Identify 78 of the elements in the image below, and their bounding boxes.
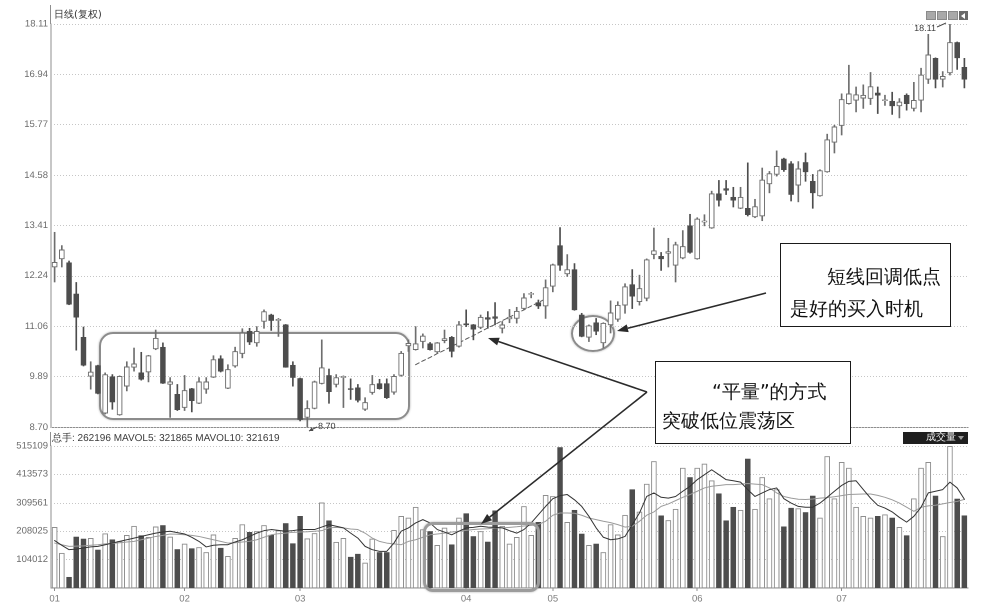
annotation: 短线回调低点是好的买入时机 [780, 243, 951, 327]
bar [174, 549, 180, 588]
y-tick-label: 309561 [16, 497, 48, 508]
y-tick-label: 18.11 [24, 18, 48, 30]
y-tick-label: 413573 [16, 468, 48, 480]
bar [889, 518, 896, 588]
bar [723, 520, 729, 588]
bar [268, 534, 274, 588]
bar [730, 506, 736, 588]
bar [110, 539, 116, 588]
bar [188, 548, 195, 588]
bar [716, 493, 722, 588]
bar [492, 510, 498, 588]
x-tick-label: 02 [179, 593, 190, 604]
y-tick-label: 15.77 [24, 118, 48, 130]
candlestick [702, 214, 708, 226]
y-tick-label: 8.70 [30, 422, 48, 433]
y-tick-label: 13.41 [24, 220, 48, 232]
bar [485, 542, 491, 588]
bar [297, 516, 303, 588]
bar [218, 548, 224, 588]
text: 总手: 262196 MAVOL5: 321865 MAVOL10: 321619 [52, 433, 280, 445]
bar [138, 535, 144, 588]
bar [687, 477, 693, 588]
candlestick [340, 376, 346, 408]
bar [874, 516, 881, 588]
bar [384, 552, 390, 588]
y-tick-label: 16.94 [24, 68, 48, 80]
bar [578, 534, 585, 588]
bar [593, 544, 599, 588]
y-tick-label: 208025 [16, 525, 48, 536]
text: 成交量 [926, 432, 956, 443]
x-tick-label: 03 [294, 593, 306, 604]
bar [470, 536, 476, 588]
bar [95, 550, 101, 588]
chart-title: 日线(复权) [54, 8, 102, 21]
bar [355, 554, 361, 588]
annotation: 18.11 [914, 23, 936, 33]
bar [810, 496, 816, 588]
y-tick-label: 515109 [16, 440, 48, 452]
x-tick-label: 07 [836, 593, 847, 604]
bar [954, 498, 960, 588]
bar [80, 538, 86, 588]
bar [73, 536, 80, 588]
y-tick-label: 9.89 [30, 370, 48, 382]
y-tick-label: 11.06 [24, 320, 48, 332]
candlestick [131, 348, 137, 372]
x-tick-label: 04 [460, 593, 472, 604]
bar [962, 515, 968, 588]
bar [290, 543, 296, 588]
y-tick-label: 104012 [16, 554, 48, 565]
x-tick-label: 06 [692, 593, 703, 604]
candlestick [506, 309, 512, 324]
annotation: “平量”的方式突破低位震荡区 [655, 361, 851, 444]
bar [376, 552, 382, 588]
bar [744, 458, 751, 588]
bar [658, 515, 664, 588]
y-tick-label: 14.58 [24, 170, 48, 181]
bar [781, 526, 787, 588]
bar [448, 544, 455, 588]
bar [629, 489, 636, 588]
bar [282, 523, 288, 588]
bar [572, 510, 578, 588]
bar [427, 531, 433, 588]
x-tick-label: 05 [548, 593, 558, 604]
bar [802, 512, 808, 588]
bar [932, 496, 938, 588]
candlestick [276, 318, 282, 337]
bar [66, 576, 72, 588]
bar [463, 513, 470, 588]
bar [246, 532, 252, 588]
y-tick-label: 12.24 [24, 270, 48, 282]
bar [160, 525, 166, 588]
x-tick-label: 01 [49, 593, 60, 604]
bar [904, 535, 910, 588]
bar [348, 556, 354, 588]
bar [326, 520, 332, 588]
bar [788, 508, 794, 588]
